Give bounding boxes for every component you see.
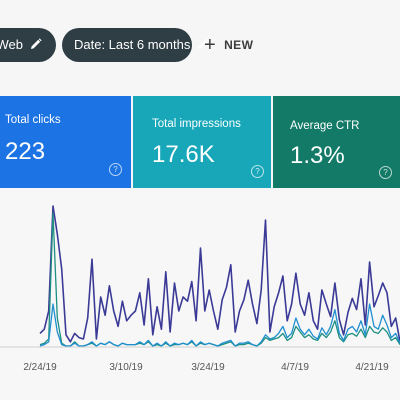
- x-tick-label: 3/24/19: [191, 362, 225, 373]
- average-ctr-value: 1.3%: [290, 142, 345, 169]
- x-tick-label: 4/7/19: [281, 362, 309, 373]
- question-circle-icon[interactable]: ?: [109, 163, 122, 176]
- total-impressions-label: Total impressions: [152, 118, 241, 130]
- date-range-filter-chip[interactable]: Date: Last 6 months: [62, 28, 209, 62]
- search-type-filter-chip[interactable]: e: Web: [0, 28, 56, 62]
- total-clicks-label: Total clicks: [5, 114, 61, 126]
- total-clicks-value: 223: [5, 138, 46, 165]
- x-tick-label: 3/10/19: [109, 362, 143, 373]
- total-impressions-card[interactable]: Total impressions 17.6K ?: [133, 96, 271, 188]
- total-impressions-value: 17.6K: [152, 141, 215, 168]
- new-filter-label: NEW: [224, 38, 254, 52]
- plus-icon: +: [204, 34, 217, 56]
- new-filter-button[interactable]: + NEW: [204, 28, 253, 62]
- series-line-3[interactable]: [39, 303, 400, 347]
- chart-series-layer: [39, 205, 400, 347]
- filter-bar: e: Web Date: Last 6 months + NEW: [0, 28, 400, 66]
- performance-chart-svg: 2/24/19 3/10/19 3/24/19 4/7/19 4/21/19: [0, 205, 400, 373]
- pencil-icon[interactable]: [197, 38, 209, 50]
- average-ctr-label: Average CTR: [290, 120, 360, 132]
- metric-cards: Total clicks 223 ? Total impressions 17.…: [0, 96, 400, 188]
- total-clicks-card[interactable]: Total clicks 223 ?: [0, 96, 131, 188]
- question-circle-icon[interactable]: ?: [379, 166, 392, 179]
- average-ctr-card[interactable]: Average CTR 1.3% ?: [273, 96, 400, 188]
- search-type-filter-label: e: Web: [0, 37, 23, 52]
- x-tick-label: 4/21/19: [355, 362, 389, 373]
- x-tick-layer: 2/24/19 3/10/19 3/24/19 4/7/19 4/21/19: [23, 362, 389, 373]
- performance-chart: 2/24/19 3/10/19 3/24/19 4/7/19 4/21/19: [0, 192, 400, 400]
- x-tick-label: 2/24/19: [23, 362, 57, 373]
- series-line-1[interactable]: [39, 205, 400, 343]
- question-circle-icon[interactable]: ?: [251, 165, 264, 178]
- date-range-filter-label: Date: Last 6 months: [74, 37, 191, 52]
- pencil-icon[interactable]: [30, 38, 42, 50]
